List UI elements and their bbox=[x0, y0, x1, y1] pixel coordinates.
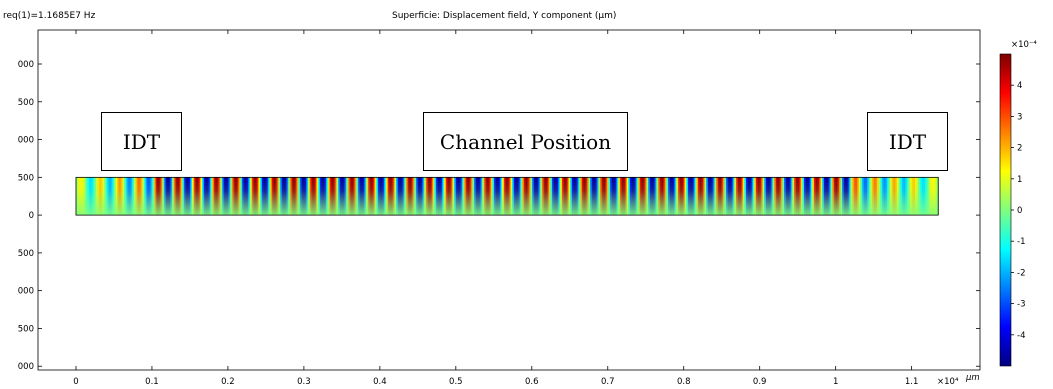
x-tick-label: 0.8 bbox=[677, 377, 691, 387]
colorbar-tick-label: 4 bbox=[1017, 81, 1022, 91]
x-tick-label: 0 bbox=[73, 377, 78, 387]
x-tick-label: 1 bbox=[833, 377, 838, 387]
field-fade-overlay bbox=[75, 177, 939, 216]
displacement-field bbox=[75, 176, 939, 216]
x-tick-label: 0.5 bbox=[449, 377, 463, 387]
y-tick-label: 000 bbox=[18, 136, 34, 146]
colorbar-tick-label: -3 bbox=[1017, 300, 1025, 310]
plot-frame bbox=[37, 29, 981, 371]
colorbar bbox=[999, 53, 1012, 367]
y-tick-label: 500 bbox=[18, 98, 34, 108]
y-tick-label: 500 bbox=[18, 324, 34, 334]
y-tick-label: 0 bbox=[29, 211, 34, 221]
idt-right-label: IDT bbox=[867, 112, 948, 171]
y-tick-label: 500 bbox=[18, 173, 34, 183]
x-tick-label: 1.1 bbox=[905, 377, 919, 387]
x-tick-label: 0.9 bbox=[753, 377, 767, 387]
channel-position-label: Channel Position bbox=[423, 112, 628, 171]
idt-left-label: IDT bbox=[101, 112, 182, 171]
colorbar-tick-label: -2 bbox=[1017, 268, 1025, 278]
x-tick-label: 0.6 bbox=[525, 377, 539, 387]
y-tick-label: 000 bbox=[18, 60, 34, 70]
x-tick-label: 0.7 bbox=[601, 377, 615, 387]
frequency-label: req(1)=1.1685E7 Hz bbox=[3, 11, 96, 21]
colorbar-tick-label: -1 bbox=[1017, 237, 1025, 247]
x-axis-multiplier: ×10⁴ bbox=[937, 377, 959, 387]
x-tick-label: 0.1 bbox=[145, 377, 159, 387]
y-tick-label: 500 bbox=[18, 249, 34, 259]
x-tick-label: 0.3 bbox=[297, 377, 311, 387]
x-tick-label: 0.4 bbox=[373, 377, 387, 387]
x-tick-label: 0.2 bbox=[221, 377, 235, 387]
colorbar-multiplier: ×10⁻⁴ bbox=[1011, 40, 1037, 50]
domain-outline bbox=[75, 176, 939, 216]
plot-title: Superficie: Displacement field, Y compon… bbox=[392, 11, 617, 21]
x-axis-unit: µm bbox=[965, 373, 980, 383]
y-tick-label: 000 bbox=[18, 362, 34, 372]
colorbar-tick-label: 1 bbox=[1017, 175, 1022, 185]
colorbar-tick-label: 3 bbox=[1017, 112, 1022, 122]
y-tick-label: 000 bbox=[18, 287, 34, 297]
colorbar-tick-label: 2 bbox=[1017, 144, 1022, 154]
colorbar-tick-label: -4 bbox=[1017, 331, 1025, 341]
colorbar-tick-label: 0 bbox=[1017, 206, 1022, 216]
